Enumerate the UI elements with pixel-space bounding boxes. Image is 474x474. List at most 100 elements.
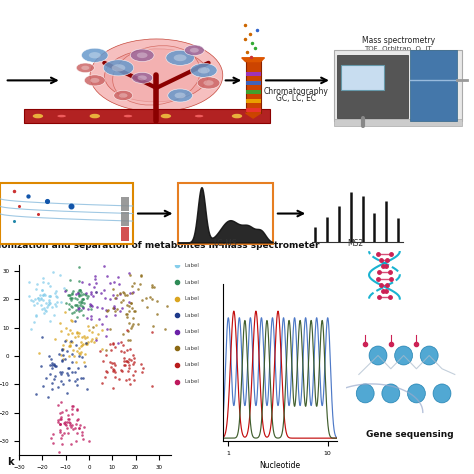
Point <box>129 372 137 379</box>
Point <box>39 278 46 286</box>
Point <box>67 338 74 346</box>
Point <box>72 301 79 309</box>
Circle shape <box>184 45 204 55</box>
Point <box>125 269 133 276</box>
Point <box>59 355 66 363</box>
Point <box>39 292 46 299</box>
Point <box>67 297 75 304</box>
Point <box>68 338 75 346</box>
Point <box>48 303 56 310</box>
Point <box>78 341 86 348</box>
Point <box>81 350 89 357</box>
Point <box>31 296 38 303</box>
Point <box>124 301 131 309</box>
Point <box>59 380 67 388</box>
Point <box>107 340 114 348</box>
Point <box>62 420 69 428</box>
Point <box>46 283 54 290</box>
Point <box>130 358 138 365</box>
Point <box>130 354 138 361</box>
Point <box>75 263 83 271</box>
Point <box>54 416 62 424</box>
Point <box>68 290 76 297</box>
Point <box>119 330 127 338</box>
Point <box>68 405 75 413</box>
Point <box>110 304 118 311</box>
Point <box>64 424 71 431</box>
Point <box>77 291 85 299</box>
Point <box>107 364 115 371</box>
Point <box>69 288 76 295</box>
Point <box>57 371 65 378</box>
Point <box>52 362 60 370</box>
Ellipse shape <box>57 115 66 118</box>
Point <box>74 303 82 310</box>
Point <box>89 258 96 266</box>
Point <box>39 382 47 390</box>
Bar <box>341 65 384 91</box>
Point <box>114 273 121 281</box>
Point <box>139 365 146 372</box>
Point <box>65 300 73 307</box>
Point <box>58 431 66 438</box>
Point <box>62 407 70 414</box>
Ellipse shape <box>113 46 200 105</box>
Point <box>63 300 70 307</box>
Point <box>111 362 119 369</box>
Point <box>117 347 125 355</box>
Bar <box>121 212 129 226</box>
Point <box>75 292 82 300</box>
Point <box>64 291 72 299</box>
Point <box>98 327 106 334</box>
Point <box>143 303 151 310</box>
Point <box>61 337 69 345</box>
Point <box>88 328 96 336</box>
Point <box>77 342 85 350</box>
Point <box>79 334 86 341</box>
Point <box>57 377 65 385</box>
Point <box>88 301 95 309</box>
Point <box>74 365 82 372</box>
Point <box>59 341 66 349</box>
Point <box>46 292 54 300</box>
Point <box>75 350 82 357</box>
Point <box>148 283 155 290</box>
Point <box>116 289 124 297</box>
Point <box>148 282 156 289</box>
Circle shape <box>203 80 214 86</box>
Point <box>58 346 66 353</box>
Point <box>120 361 128 369</box>
Point <box>32 311 40 319</box>
Point <box>57 399 64 406</box>
Point <box>74 305 82 313</box>
Point <box>163 302 171 310</box>
Circle shape <box>191 64 217 77</box>
Circle shape <box>137 75 147 81</box>
Point <box>44 301 52 309</box>
Point <box>58 408 66 416</box>
Point <box>39 292 46 299</box>
Point <box>76 301 83 309</box>
Point <box>65 419 73 426</box>
Circle shape <box>81 66 90 70</box>
Point <box>111 302 118 310</box>
Point <box>103 308 111 315</box>
Point <box>48 364 56 372</box>
Point <box>125 361 133 369</box>
Point <box>81 358 88 365</box>
Point <box>123 291 131 299</box>
Point <box>87 316 95 323</box>
Point <box>76 421 84 429</box>
Point <box>36 350 43 357</box>
Point <box>68 329 76 337</box>
Point <box>129 288 137 296</box>
Point <box>68 310 75 317</box>
Point <box>84 305 92 313</box>
Point <box>68 294 75 301</box>
Ellipse shape <box>161 114 171 118</box>
Point <box>56 410 64 417</box>
Point <box>59 351 66 359</box>
Point <box>32 390 40 398</box>
Point <box>73 328 81 336</box>
Point <box>95 315 103 323</box>
